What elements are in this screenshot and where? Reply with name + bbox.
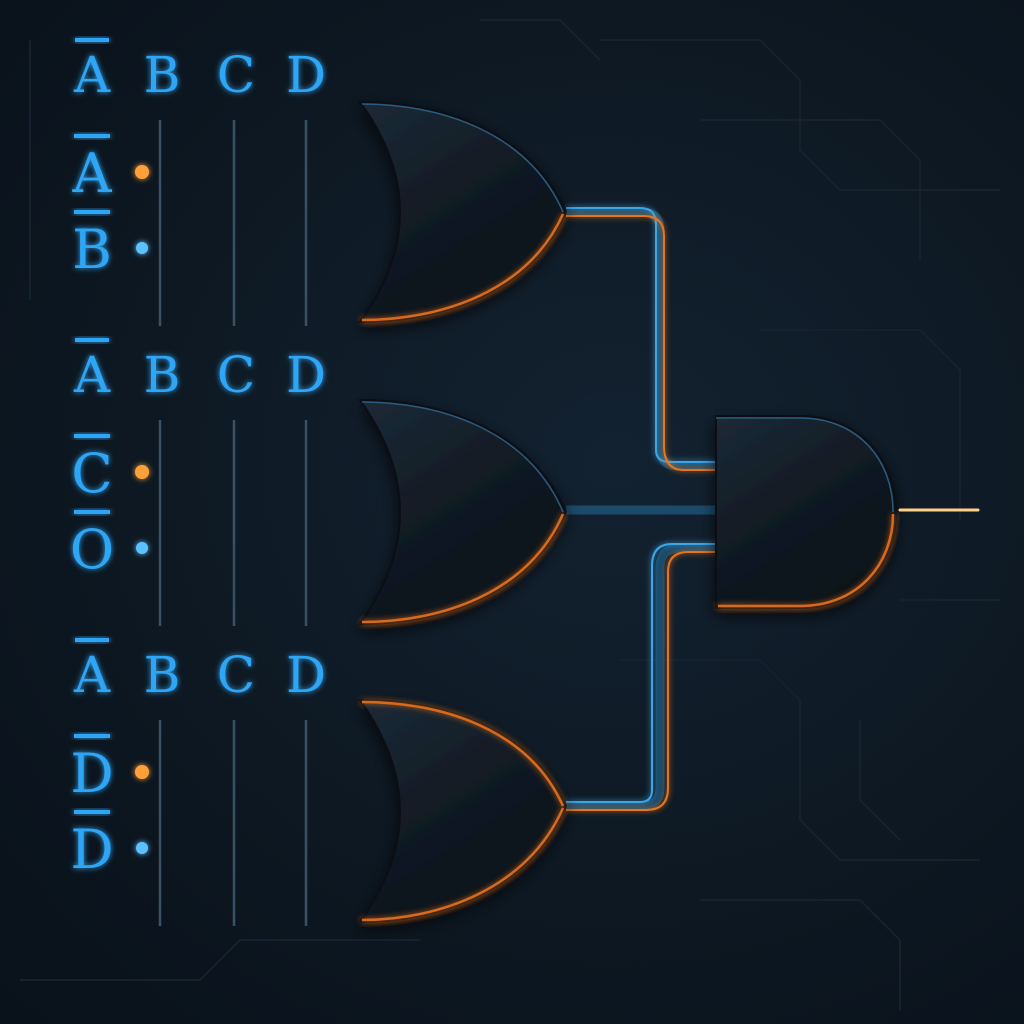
and-gate-output <box>715 415 898 609</box>
gate-interconnects <box>566 207 716 811</box>
input-label: B <box>72 218 112 281</box>
input-label: O <box>70 518 114 581</box>
header-label: B <box>144 46 181 104</box>
header-label: C <box>217 46 255 104</box>
overbar <box>74 734 110 738</box>
header-label: D <box>286 346 326 404</box>
background-traces <box>20 19 1000 1010</box>
input-block-1: A B C DAB <box>72 38 404 326</box>
overbar <box>75 338 109 342</box>
input-node <box>136 542 148 554</box>
input-label: C <box>71 442 112 505</box>
active-input-node <box>135 165 149 179</box>
header-label: C <box>217 346 255 404</box>
input-label: D <box>70 818 113 881</box>
overbar <box>74 134 110 138</box>
header-label: C <box>217 646 255 704</box>
input-label: D <box>70 742 113 805</box>
header-label: B <box>144 346 181 404</box>
overbar <box>75 638 109 642</box>
header-label: B <box>144 646 181 704</box>
overbar <box>74 810 110 814</box>
input-label: A <box>72 142 113 205</box>
or-gate-top <box>358 100 568 324</box>
header-label: A <box>73 46 111 104</box>
header-label: A <box>73 646 111 704</box>
active-input-node <box>135 465 149 479</box>
input-block-3: A B C DDD <box>70 638 404 926</box>
or-gate-middle <box>358 398 568 626</box>
overbar <box>74 210 110 214</box>
header-label: D <box>286 46 326 104</box>
or-gate-bottom <box>358 698 568 924</box>
active-input-node <box>135 765 149 779</box>
overbar <box>74 434 110 438</box>
overbar <box>75 38 109 42</box>
header-label: D <box>286 646 326 704</box>
input-node <box>136 842 148 854</box>
input-block-2: A B C DCO <box>70 338 404 626</box>
header-label: A <box>73 346 111 404</box>
input-node <box>136 242 148 254</box>
overbar <box>74 510 110 514</box>
